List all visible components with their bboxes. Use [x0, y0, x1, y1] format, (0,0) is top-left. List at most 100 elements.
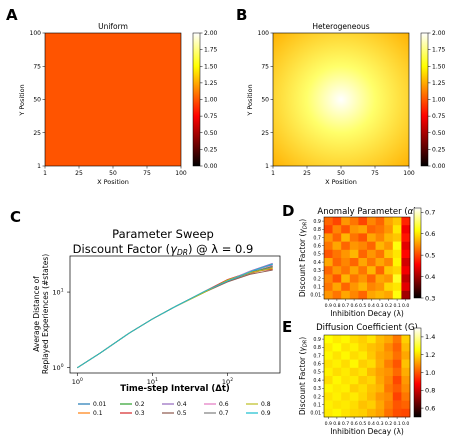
panel-e-cell	[332, 392, 342, 401]
panel-label-b: B	[236, 6, 247, 24]
panel-e-heatmap-frame	[323, 334, 411, 418]
panel-b-x-tick-label: 50	[337, 170, 345, 177]
panel-e-y-tick-label: 0.6	[313, 362, 321, 368]
panel-d-cell	[392, 249, 402, 259]
panel-d-cell	[332, 233, 342, 242]
panel-e-y-tick-label: 0.01	[310, 411, 321, 417]
panel-d-cell	[401, 282, 411, 292]
panel-e-cell	[358, 376, 368, 385]
panel-d-cell	[392, 266, 402, 275]
panel-e-cell	[332, 408, 342, 418]
panel-d-cell	[384, 290, 394, 300]
panel-d-y-tick-label: 0.7	[313, 235, 321, 241]
panel-a-y-tick-label: 100	[30, 30, 42, 37]
panel-c-xlabel: Time-step Interval (Δt)	[120, 384, 230, 394]
panel-e-cell	[367, 392, 376, 401]
panel-e-cell	[332, 335, 342, 344]
panel-e-cell	[392, 376, 402, 385]
panel-e-colorbar-tick-label: 1.2	[425, 351, 435, 359]
panel-d-cell	[358, 249, 368, 259]
panel-label-e: E	[282, 318, 292, 336]
panel-e-cell	[324, 359, 333, 369]
panel-d-colorbar-ticks: 0.3 0.4 0.5 0.6 0.7	[421, 209, 435, 302]
panel-d-y-tick-label: 0.9	[313, 219, 321, 225]
panel-c-title-gamma: γ	[170, 242, 178, 256]
panel-e-cell	[367, 384, 376, 393]
panel-e-colorbar-tick-label: 1.0	[425, 369, 435, 377]
panel-e-cell	[392, 335, 402, 344]
panel-d-xlabel: Inhibition Decay (λ)	[330, 309, 404, 318]
legend-label-0.3: 0.3	[135, 410, 145, 417]
panel-e-cell	[324, 400, 333, 410]
panel-d-cell	[375, 241, 385, 251]
panel-d-cell	[349, 258, 359, 267]
panel-d-ylabel-gamma: γ	[298, 229, 307, 234]
panel-d-cell	[358, 241, 368, 251]
panel-d-cell	[324, 290, 333, 300]
panel-b-y-tick-label: 1	[265, 163, 269, 170]
panel-e-cell	[367, 400, 376, 410]
panel-e-cell	[384, 335, 394, 344]
panel-d-cell	[392, 258, 402, 267]
panel-b-colorbar	[420, 32, 429, 167]
panel-e-cell	[341, 359, 351, 369]
panel-d-cell	[367, 266, 376, 275]
panel-e-cell	[401, 408, 411, 418]
panel-e-cell	[375, 359, 385, 369]
panel-d-cell	[341, 249, 351, 259]
legend-label-0.01: 0.01	[93, 401, 107, 408]
panel-d-cell	[392, 225, 402, 234]
panel-d-cell	[367, 233, 376, 242]
panel-e-colorbar-ticks: 0.6 0.8 1.0 1.2 1.4	[421, 333, 435, 412]
panel-d-cell	[332, 249, 342, 259]
panel-d-cell	[367, 258, 376, 267]
panel-d-cell	[358, 290, 368, 300]
panel-e-y-tick-label: 0.1	[313, 403, 321, 409]
panel-d-cell	[401, 241, 411, 251]
panel-d-colorbar-tick-label: 0.7	[425, 209, 435, 217]
panel-d-cell	[324, 217, 333, 226]
panel-b-ylabel: Y Position	[246, 84, 254, 116]
panel-e-cell	[401, 335, 411, 344]
panel-d-y-tick-label: 0.01	[310, 293, 321, 299]
panel-e-cell	[341, 400, 351, 410]
panel-e-cell	[332, 359, 342, 369]
panel-b-colorbar-tick-label: 1.25	[432, 80, 446, 87]
panel-d-x-tick-label: 0.5	[359, 303, 366, 309]
panel-e-cell	[341, 335, 351, 344]
legend-label-0.2: 0.2	[135, 401, 145, 408]
panel-d-x-tick-label: 0.6	[350, 303, 357, 309]
panel-e-title: Diffusion Coefficient (G)	[316, 323, 418, 333]
panel-e-cell	[384, 376, 394, 385]
panel-e-ylabel-suffix: )	[298, 337, 307, 340]
panel-c-title-suffix: ) @ λ = 0.9	[188, 242, 253, 256]
panel-a-x-tick-label: 25	[75, 170, 83, 177]
panel-d-cell	[358, 282, 368, 292]
panel-d-cell	[401, 274, 411, 283]
panel-d-cell	[358, 274, 368, 283]
panel-d-cell	[349, 249, 359, 259]
panel-e-y-tick-label: 0.3	[313, 386, 321, 392]
panel-e-y-tick-label: 0.8	[313, 345, 321, 351]
panel-d-cell	[367, 225, 376, 234]
panel-a-y-ticks: 1 25 50 75 100	[30, 30, 45, 170]
panel-d-x-tick-label: 0.9	[325, 303, 332, 309]
panel-d-cell	[384, 225, 394, 234]
panel-e-xlabel: Inhibition Decay (λ)	[330, 427, 404, 436]
panel-d-colorbar-tick-label: 0.4	[425, 273, 435, 281]
panel-c-series-lines	[77, 262, 273, 369]
panel-d-cell	[384, 217, 394, 226]
panel-e-cell	[375, 351, 385, 360]
panel-e-x-tick-label: 0.7	[342, 421, 349, 427]
panel-d-cell	[401, 217, 411, 226]
panel-e-cell	[358, 400, 368, 410]
panel-d-x-tick-label: 0.0	[402, 303, 409, 309]
panel-b-y-tick-label: 100	[258, 30, 270, 37]
panel-e-cell	[375, 343, 385, 352]
panel-d-cell	[341, 266, 351, 275]
panel-e-x-tick-label: 0.5	[359, 421, 366, 427]
panel-e-cell	[332, 384, 342, 393]
panel-e-cell	[349, 359, 359, 369]
panel-d-cell	[392, 274, 402, 283]
